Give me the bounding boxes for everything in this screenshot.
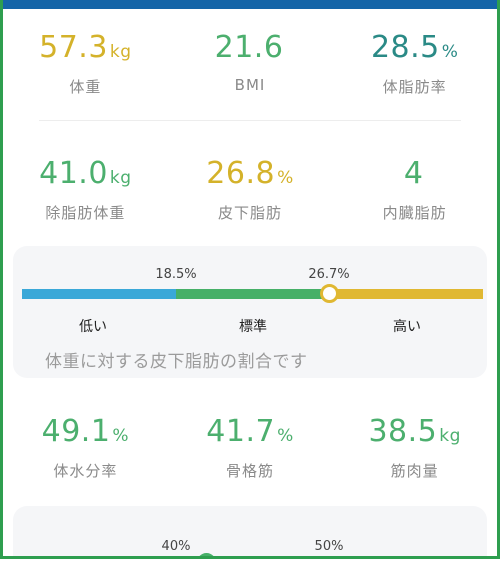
metric-label: 除脂肪体重 [45,204,126,222]
metric-label: 体脂肪率 [382,78,447,96]
metric-label: 骨格筋 [226,462,275,480]
top-bar [3,0,497,9]
metrics-row-2: 41.0 kg 除脂肪体重 26.8% 皮下脂肪 4 内臓脂肪 [3,156,497,223]
threshold-high-label: 50% [314,539,344,554]
level-marker [320,284,339,303]
metric-value: 4 [403,156,424,191]
metric-value: 49.1% [41,414,130,449]
card-description: 体重に対する皮下脂肪の割合です [45,352,308,372]
metric-body-water[interactable]: 49.1% 体水分率 [3,414,168,481]
metric-value: 57.3 kg [39,30,132,65]
metric-value: 41.7% [206,414,294,449]
metric-visceral-fat[interactable]: 4 内臓脂肪 [332,156,497,223]
metric-value: 41.0 kg [39,156,132,191]
metric-weight[interactable]: 57.3 kg 体重 [3,30,168,97]
metric-label: 皮下脂肪 [218,204,283,222]
metrics-row-3: 49.1% 体水分率 41.7% 骨格筋 38.5 kg 筋肉量 [3,414,497,481]
metric-bmi[interactable]: 21.6 BMI [168,30,333,97]
metric-label: 筋肉量 [390,462,439,480]
metric-value: 21.6 [214,30,284,65]
zone-label-standard: 標準 [239,319,267,335]
metric-value: 28.5% [370,30,459,65]
metric-label: 体重 [69,78,102,96]
threshold-high-label: 26.7% [308,267,350,282]
zone-label-high: 高い [393,319,421,335]
metric-label: BMI [234,76,266,94]
metric-label: 体水分率 [53,462,118,480]
threshold-low-label: 18.5% [155,267,197,282]
metric-label: 内臓脂肪 [382,204,447,222]
metric-value: 38.5 kg [368,414,461,449]
range-bar-standard [176,289,329,299]
range-bar-high [329,289,483,299]
metric-skeletal-muscle[interactable]: 41.7% 骨格筋 [168,414,333,481]
metric-lean-mass[interactable]: 41.0 kg 除脂肪体重 [3,156,168,223]
metric-body-fat[interactable]: 28.5% 体脂肪率 [332,30,497,97]
threshold-low-label: 40% [161,539,191,554]
metric-subcutaneous-fat[interactable]: 26.8% 皮下脂肪 [168,156,333,223]
body-water-card: 40% 50% [13,506,487,556]
divider [39,120,461,121]
zone-label-low: 低い [79,319,107,335]
range-bar-low [22,289,176,299]
metrics-row-1: 57.3 kg 体重 21.6 BMI 28.5% 体脂肪率 [3,30,497,97]
subcutaneous-fat-card: 18.5% 26.7% 低い 標準 高い 体重に対する皮下脂肪の割合です [13,246,487,378]
metric-muscle-mass[interactable]: 38.5 kg 筋肉量 [332,414,497,481]
metric-value: 26.8% [206,156,294,191]
level-marker [197,553,216,556]
